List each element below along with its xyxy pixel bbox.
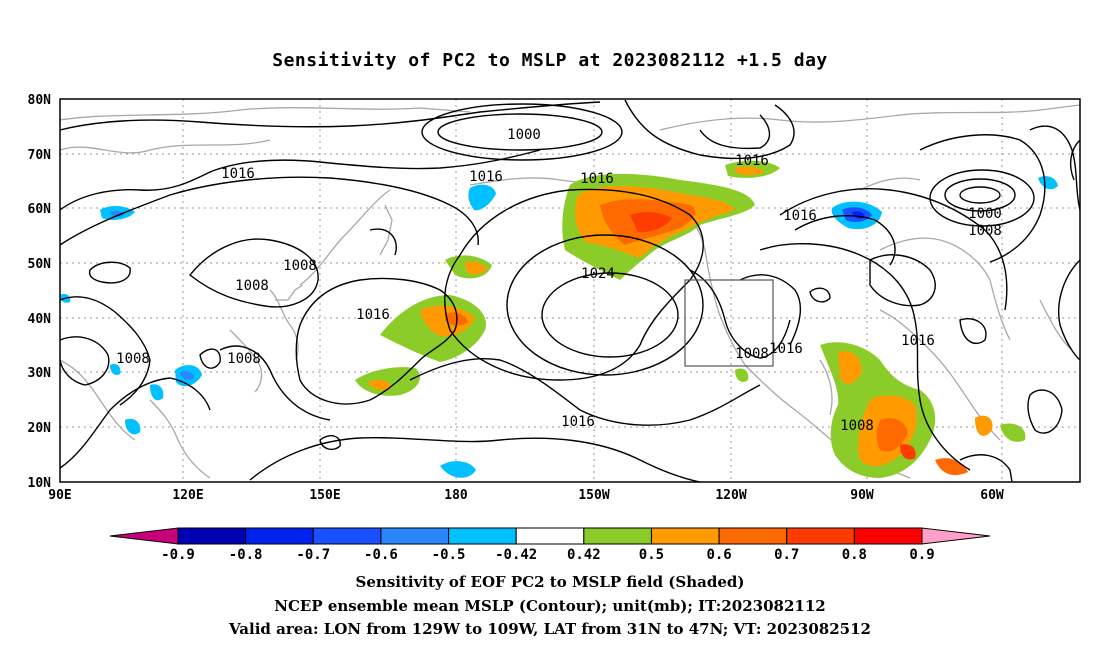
lon-label: 90E	[48, 488, 71, 503]
colorbar-tick-label: -0.5	[432, 547, 466, 563]
contour-label: 1008	[227, 351, 261, 367]
colorbar-box	[448, 527, 517, 545]
lat-label: 30N	[28, 366, 52, 381]
contour-label: 1016	[221, 166, 255, 182]
contour-label: 1016	[769, 341, 803, 357]
contour-label: 1016	[580, 171, 614, 187]
contour-label: 1016	[735, 153, 769, 169]
lat-label: 60N	[28, 202, 52, 217]
contour-label: 1008	[283, 258, 317, 274]
lon-label: 150E	[309, 488, 340, 503]
contour-label: 1016	[783, 208, 817, 224]
colorbar-tick-label: -0.42	[495, 547, 537, 563]
mslp-contours	[59, 99, 1081, 483]
caption-valid-area: Valid area: LON from 129W to 109W, LAT f…	[229, 620, 871, 638]
lon-label: 180	[444, 488, 468, 503]
colorbar-box	[583, 527, 652, 545]
colorbar-box	[650, 527, 720, 545]
colorbar-tick-label: -0.7	[296, 547, 330, 563]
lon-label: 120W	[715, 488, 746, 503]
colorbar-box	[177, 527, 247, 545]
contour-label: 1000	[507, 127, 541, 143]
contour-label: 1000	[968, 206, 1002, 222]
colorbar-box	[245, 527, 314, 545]
contour-label: 1008	[735, 346, 769, 362]
colorbar-tick-label: 0.5	[639, 547, 664, 563]
colorbar-tick-label: 0.8	[842, 547, 867, 563]
lat-label: 20N	[28, 421, 52, 436]
lat-label: 80N	[28, 93, 52, 108]
contour-labels: 1000 1016 1016 1016 1016 1008 1008 1024 …	[116, 127, 1002, 434]
lon-label: 150W	[578, 488, 609, 503]
colorbar-tick-label: -0.6	[364, 547, 398, 563]
lat-label: 10N	[28, 476, 52, 491]
colorbar-box	[786, 527, 855, 545]
colorbar-tick-label: -0.9	[161, 547, 195, 563]
colorbar-tick-label: 0.6	[706, 547, 731, 563]
lon-label: 90W	[850, 488, 874, 503]
sensitivity-shading	[60, 160, 1058, 478]
contour-label: 1008	[840, 418, 874, 434]
contour-label: 1016	[901, 333, 935, 349]
colorbar-tick-label: 0.7	[774, 547, 799, 563]
colorbar-labels: -0.9 -0.8 -0.7 -0.6 -0.5 -0.42 0.42 0.5 0.6 0.7 0.…	[161, 547, 935, 563]
colorbar-box	[312, 527, 382, 545]
colorbar-tick-label: 0.42	[567, 547, 601, 563]
lat-label: 50N	[28, 257, 52, 272]
map-frame	[59, 98, 1081, 483]
valid-area-box	[684, 279, 774, 367]
contour-label: 1008	[235, 278, 269, 294]
colorbar-max-triangle	[921, 527, 991, 545]
longitude-labels: 90E 120E 150E 180 150W 120W 90W 60W	[48, 488, 1004, 503]
contour-label: 1008	[968, 223, 1002, 239]
colorbar-box	[515, 527, 585, 545]
colorbar-tick-label: 0.9	[909, 547, 934, 563]
colorbar-tick-label: -0.8	[229, 547, 263, 563]
contour-label: 1024	[581, 266, 615, 282]
contour-label: 1008	[116, 351, 150, 367]
lat-label: 70N	[28, 148, 52, 163]
lat-label: 40N	[28, 312, 52, 327]
contour-label: 1016	[561, 414, 595, 430]
caption-shaded: Sensitivity of EOF PC2 to MSLP field (Sh…	[355, 573, 745, 591]
map-title: Sensitivity of PC2 to MSLP at 2023082112…	[272, 50, 828, 71]
colorbar-box	[380, 527, 450, 545]
lon-label: 60W	[980, 488, 1004, 503]
colorbar-box	[718, 527, 788, 545]
caption-contour: NCEP ensemble mean MSLP (Contour); unit(…	[274, 597, 826, 615]
contour-label: 1016	[356, 307, 390, 323]
colorbar	[109, 527, 991, 545]
lon-label: 120E	[172, 488, 203, 503]
latitude-labels: 80N 70N 60N 50N 40N 30N 20N 10N	[28, 93, 52, 491]
colorbar-min-triangle	[109, 527, 179, 545]
colorbar-box	[853, 527, 923, 545]
contour-label: 1016	[469, 169, 503, 185]
